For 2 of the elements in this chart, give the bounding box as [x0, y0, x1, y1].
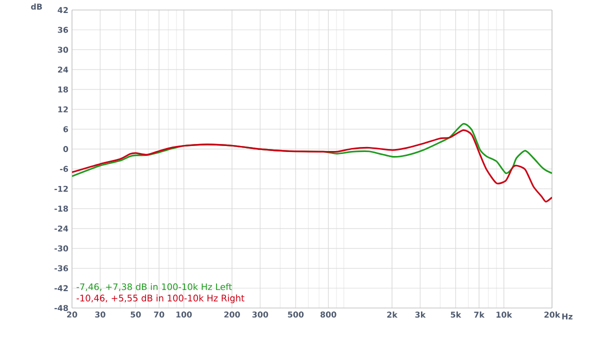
text: -7,46, +7,38 dB in 100-10k Hz Left	[76, 283, 232, 292]
text: -10,46, +5,55 dB in 100-10k Hz Right	[76, 294, 244, 304]
